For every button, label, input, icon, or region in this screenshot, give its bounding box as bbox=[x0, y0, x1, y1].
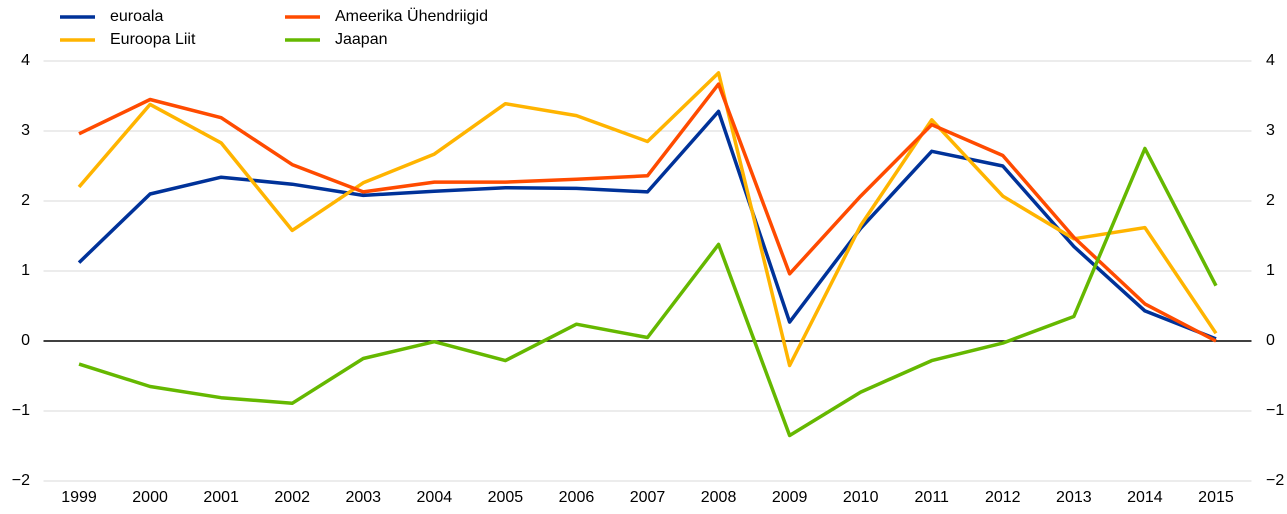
y-tick-label: 4 bbox=[21, 52, 30, 69]
x-tick-label: 2014 bbox=[1127, 489, 1163, 506]
x-tick-label: 2009 bbox=[772, 489, 808, 506]
x-tick-label: 2003 bbox=[345, 489, 381, 506]
y-tick-label: 2 bbox=[21, 192, 30, 209]
legend-label: Euroopa Liit bbox=[110, 31, 196, 48]
y2-tick-label: 1 bbox=[1266, 262, 1275, 279]
y2-tick-label: 2 bbox=[1266, 192, 1275, 209]
x-tick-label: 2000 bbox=[132, 489, 168, 506]
legend-label: euroala bbox=[110, 8, 163, 25]
x-tick-label: 2015 bbox=[1198, 489, 1234, 506]
x-tick-label: 2008 bbox=[701, 489, 737, 506]
y2-tick-label: −1 bbox=[1266, 402, 1284, 419]
series-line bbox=[78, 146, 1218, 438]
x-tick-label: 2002 bbox=[274, 489, 310, 506]
y-tick-label: −2 bbox=[12, 472, 30, 489]
y-tick-label: 0 bbox=[21, 332, 30, 349]
y2-tick-label: 0 bbox=[1266, 332, 1275, 349]
series-line bbox=[77, 109, 1217, 341]
x-tick-label: 2011 bbox=[915, 489, 950, 506]
x-tick-label: 2013 bbox=[1056, 489, 1092, 506]
y-tick-label: 3 bbox=[21, 122, 30, 139]
legend-label: Jaapan bbox=[335, 31, 388, 48]
x-tick-label: 1999 bbox=[61, 489, 97, 506]
y2-tick-label: 3 bbox=[1266, 122, 1275, 139]
x-tick-label: 2010 bbox=[843, 489, 879, 506]
legend-label: Ameerika Ühendriigid bbox=[335, 7, 488, 25]
series-line bbox=[78, 82, 1217, 343]
y2-tick-label: 4 bbox=[1266, 52, 1275, 69]
x-tick-label: 2005 bbox=[488, 489, 524, 506]
y-tick-label: 1 bbox=[21, 262, 30, 279]
x-tick-label: 2012 bbox=[985, 489, 1021, 506]
x-tick-label: 2007 bbox=[630, 489, 666, 506]
x-tick-label: 2006 bbox=[559, 489, 595, 506]
y2-tick-label: −2 bbox=[1266, 472, 1284, 489]
series-line bbox=[77, 71, 1218, 368]
x-tick-label: 2001 bbox=[203, 489, 239, 506]
y-tick-label: −1 bbox=[12, 402, 30, 419]
x-tick-label: 2004 bbox=[417, 489, 453, 506]
